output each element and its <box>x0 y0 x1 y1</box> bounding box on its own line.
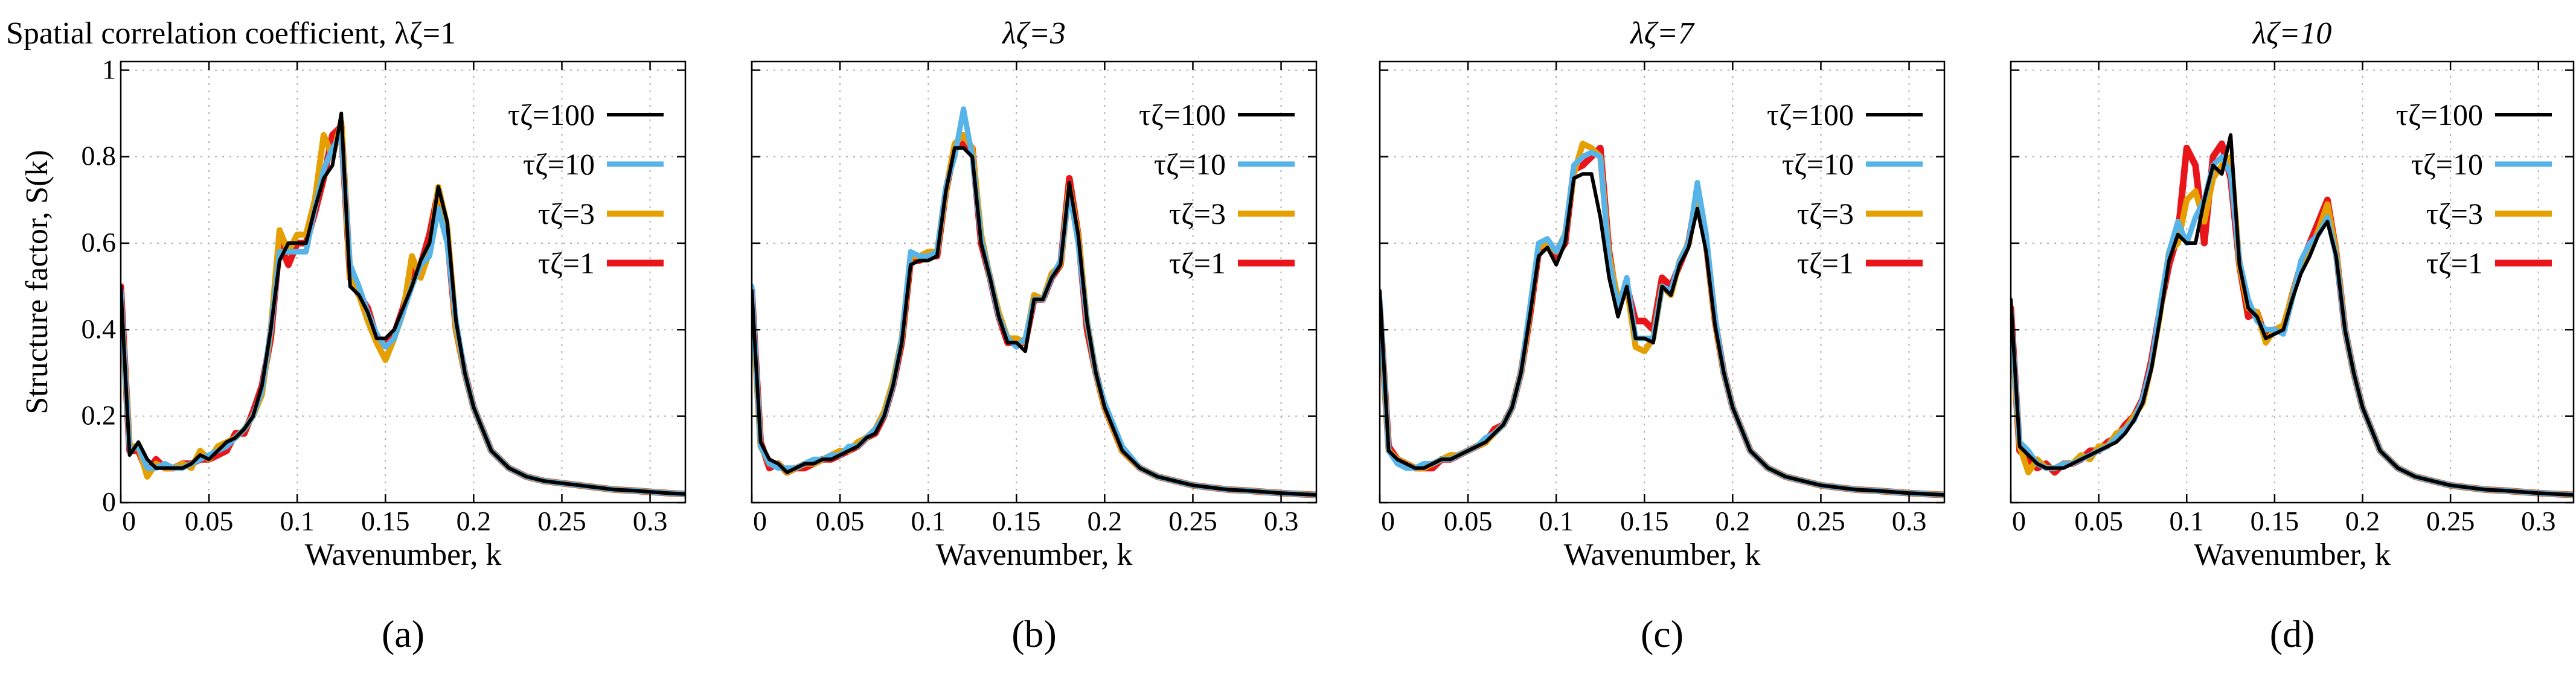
series-line-tz3 <box>1380 141 1944 498</box>
x-tick-label: 0.3 <box>1892 506 1927 536</box>
plot-frame <box>751 60 1318 504</box>
legend-label: τζ=100 <box>1767 98 1854 132</box>
chart-title: λζ=7 <box>1629 16 1695 51</box>
x-tick-label: 0.3 <box>633 506 668 536</box>
legend-label: τζ=10 <box>2411 147 2483 181</box>
x-tick-label: 0.05 <box>816 506 865 536</box>
panel-label: (b) <box>1011 612 1057 655</box>
panel-label: (c) <box>1641 612 1684 655</box>
legend-label: τζ=1 <box>538 246 595 280</box>
x-tick-label: 0.25 <box>1168 506 1217 536</box>
x-tick-label: 0.25 <box>2426 506 2475 536</box>
y-tick-label: 0.4 <box>82 313 117 344</box>
chart-panel-2: 0 0.05 0.1 0.15 0.2 0.25 0.3 λζ=3 Wavenumber, k τ… <box>751 16 1318 655</box>
chart-title: λζ=3 <box>1001 16 1066 51</box>
x-tick-label: 0.15 <box>2251 506 2299 536</box>
chart-panel-3: 0 0.05 0.1 0.15 0.2 0.25 0.3 λζ=7 Wavenumber, k τ… <box>1379 16 1946 655</box>
series-line-tz100 <box>121 112 685 496</box>
x-tick-label: 0 <box>753 506 767 536</box>
series-line-tz100 <box>1380 172 1944 497</box>
y-axis-label: Structure factor, S(k) <box>20 150 54 414</box>
x-tick-label: 0.2 <box>1088 506 1123 536</box>
legend-label: τζ=10 <box>1782 147 1854 181</box>
plot-frame <box>120 60 687 504</box>
x-axis-label: Wavenumber, k <box>2194 538 2391 572</box>
legend-label: τζ=3 <box>1169 197 1226 230</box>
legend-label: τζ=3 <box>2426 197 2483 230</box>
x-tick-label: 0 <box>122 506 136 536</box>
x-tick-label: 0.25 <box>537 506 586 536</box>
legend: τζ=100 τζ=10 τζ=3 τζ=1 <box>1139 98 1295 280</box>
y-tick-label: 0.2 <box>82 400 117 431</box>
panel-label: (d) <box>2270 612 2315 655</box>
chart-panel-4: 0 0.05 0.1 0.15 0.2 0.25 0.3 λζ=10 Wavenumber, k… <box>2010 16 2575 655</box>
legend-label: τζ=100 <box>508 98 595 132</box>
grid-lines <box>752 62 1316 503</box>
series-group <box>121 112 685 498</box>
series-line-tz3 <box>2011 153 2574 498</box>
x-tick-label: 0.2 <box>2345 506 2380 536</box>
legend: τζ=100 τζ=10 τζ=3 τζ=1 <box>508 98 664 280</box>
chart-panel-1: 0 0.05 0.1 0.15 0.2 0.25 0.3 0 0.2 0.4 0.6 0.8 1Spat… <box>6 16 687 655</box>
x-tick-label: 0 <box>2012 506 2026 536</box>
x-tick-label: 0.1 <box>2170 506 2205 536</box>
grid-lines <box>1380 62 1944 503</box>
series-line-tz100 <box>2011 133 2574 497</box>
x-tick-label: 0.1 <box>280 506 315 536</box>
series-line-tz10 <box>1380 150 1944 498</box>
series-line-tz1 <box>2011 140 2574 498</box>
x-tick-label: 0.3 <box>2521 506 2556 536</box>
x-tick-label: 0.15 <box>361 506 410 536</box>
x-tick-label: 0.2 <box>1716 506 1751 536</box>
legend: τζ=100 τζ=10 τζ=3 τζ=1 <box>2396 98 2552 280</box>
chart-title: λζ=10 <box>2252 16 2332 51</box>
x-axis-label: Wavenumber, k <box>1564 538 1761 572</box>
legend-label: τζ=1 <box>1797 246 1854 280</box>
legend-label: τζ=1 <box>2426 246 2483 280</box>
y-tick-label: 1 <box>102 54 116 84</box>
y-tick-label: 0.6 <box>82 227 117 258</box>
legend: τζ=100 τζ=10 τζ=3 τζ=1 <box>1767 98 1923 280</box>
x-tick-label: 0.1 <box>911 506 946 536</box>
x-tick-label: 0.05 <box>1444 506 1493 536</box>
x-tick-label: 0.25 <box>1796 506 1845 536</box>
legend-label: τζ=1 <box>1169 246 1226 280</box>
x-tick-label: 0.15 <box>1620 506 1669 536</box>
x-axis-label: Wavenumber, k <box>936 538 1133 572</box>
series-group <box>752 106 1316 498</box>
grid-lines <box>2011 62 2574 503</box>
legend-label: τζ=100 <box>1139 98 1226 132</box>
chart-title: Spatial correlation coefficient, λζ=1 <box>6 16 456 51</box>
legend-label: τζ=3 <box>538 197 595 230</box>
series-line-tz100 <box>752 146 1316 497</box>
x-tick-label: 0.05 <box>2074 506 2123 536</box>
x-tick-label: 0.1 <box>1539 506 1574 536</box>
x-axis-label: Wavenumber, k <box>305 538 502 572</box>
panel-label: (a) <box>382 612 425 655</box>
x-tick-label: 0.05 <box>185 506 234 536</box>
legend-label: τζ=10 <box>523 147 595 181</box>
legend-label: τζ=10 <box>1154 147 1226 181</box>
x-tick-label: 0.15 <box>992 506 1041 536</box>
y-tick-label: 0 <box>102 486 116 517</box>
series-line-tz1 <box>752 140 1316 498</box>
series-group <box>2011 133 2574 498</box>
series-line-tz10 <box>2011 154 2574 498</box>
legend-label: τζ=100 <box>2396 98 2483 132</box>
x-tick-label: 0.3 <box>1264 506 1299 536</box>
plot-frame <box>2010 60 2575 504</box>
x-tick-label: 0 <box>1381 506 1395 536</box>
x-tick-label: 0.2 <box>457 506 492 536</box>
grid-lines <box>121 62 685 503</box>
plot-frame <box>1379 60 1946 504</box>
legend-label: τζ=3 <box>1797 197 1854 230</box>
series-group <box>1380 141 1944 498</box>
y-tick-label: 0.8 <box>82 141 117 171</box>
series-line-tz1 <box>1380 144 1944 498</box>
series-line-tz10 <box>121 132 685 497</box>
